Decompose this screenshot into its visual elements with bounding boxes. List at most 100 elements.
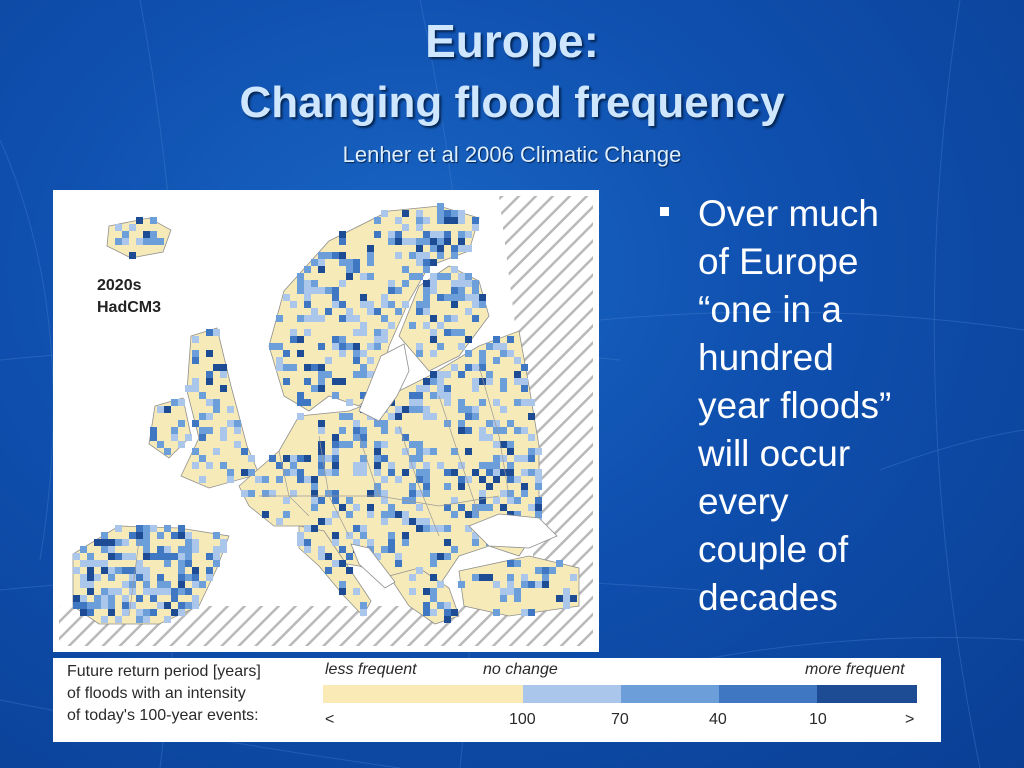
flood-frequency-cell [563,588,570,595]
flood-frequency-cell [185,574,192,581]
flood-frequency-cell [311,308,318,315]
flood-frequency-cell [199,581,206,588]
flood-frequency-cell [479,301,486,308]
flood-frequency-cell [388,469,395,476]
flood-frequency-cell [353,266,360,273]
flood-frequency-cell [374,490,381,497]
flood-frequency-cell [220,546,227,553]
flood-frequency-cell [458,287,465,294]
flood-frequency-cell [500,469,507,476]
bullet-text: Over much of Europe “one in a hundred ye… [698,190,958,622]
flood-frequency-cell [416,259,423,266]
flood-frequency-cell [556,560,563,567]
flood-frequency-cell [241,490,248,497]
flood-frequency-cell [227,469,234,476]
flood-frequency-cell [234,420,241,427]
flood-frequency-cell [395,413,402,420]
flood-frequency-cell [304,399,311,406]
flood-frequency-cell [472,301,479,308]
flood-frequency-cell [458,399,465,406]
flood-frequency-cell [395,560,402,567]
flood-frequency-cell [381,301,388,308]
flood-frequency-cell [199,434,206,441]
flood-frequency-cell [444,231,451,238]
flood-frequency-cell [521,378,528,385]
flood-frequency-cell [458,329,465,336]
flood-frequency-cell [556,595,563,602]
flood-frequency-cell [213,532,220,539]
flood-frequency-cell [493,581,500,588]
flood-frequency-cell [367,273,374,280]
legend-tick: 10 [809,711,827,728]
flood-frequency-cell [451,448,458,455]
flood-frequency-cell [416,343,423,350]
flood-frequency-cell [479,427,486,434]
flood-frequency-cell [339,378,346,385]
flood-frequency-cell [430,560,437,567]
flood-frequency-cell [486,434,493,441]
flood-frequency-cell [465,273,472,280]
flood-frequency-cell [493,609,500,616]
bullet-line: of Europe [698,241,859,282]
flood-frequency-cell [108,539,115,546]
flood-frequency-cell [444,469,451,476]
flood-frequency-cell [311,483,318,490]
flood-frequency-cell [143,238,150,245]
flood-frequency-cell [465,336,472,343]
bullet-line: every [698,481,789,522]
flood-frequency-cell [430,280,437,287]
flood-frequency-cell [353,357,360,364]
flood-frequency-cell [563,595,570,602]
flood-frequency-cell [374,448,381,455]
flood-frequency-cell [388,231,395,238]
flood-frequency-cell [192,546,199,553]
flood-frequency-cell [444,273,451,280]
slide-title-line1: Europe: [425,15,599,67]
flood-frequency-cell [276,476,283,483]
flood-frequency-cell [192,574,199,581]
flood-frequency-cell [451,546,458,553]
flood-frequency-cell [115,588,122,595]
flood-frequency-cell [437,378,444,385]
flood-frequency-cell [94,539,101,546]
flood-frequency-cell [122,581,129,588]
flood-frequency-cell [213,406,220,413]
flood-frequency-cell [346,413,353,420]
flood-frequency-cell [451,217,458,224]
flood-frequency-cell [80,574,87,581]
flood-frequency-cell [290,364,297,371]
flood-frequency-cell [283,511,290,518]
flood-frequency-cell [157,602,164,609]
map-period-label: 2020s [97,277,142,294]
flood-frequency-cell [493,497,500,504]
flood-frequency-cell [416,308,423,315]
flood-frequency-cell [416,455,423,462]
flood-frequency-cell [486,462,493,469]
flood-frequency-cell [388,539,395,546]
flood-frequency-cell [514,497,521,504]
flood-frequency-cell [395,308,402,315]
flood-frequency-cell [367,504,374,511]
flood-frequency-cell [150,525,157,532]
flood-frequency-cell [87,581,94,588]
flood-frequency-cell [150,595,157,602]
flood-frequency-cell [423,238,430,245]
flood-frequency-cell [521,399,528,406]
flood-frequency-cell [388,511,395,518]
flood-frequency-cell [437,245,444,252]
flood-frequency-cell [353,315,360,322]
flood-frequency-cell [493,427,500,434]
flood-frequency-cell [80,560,87,567]
flood-frequency-cell [493,462,500,469]
flood-frequency-cell [311,497,318,504]
flood-frequency-cell [178,581,185,588]
flood-frequency-cell [542,574,549,581]
flood-frequency-cell [108,602,115,609]
flood-frequency-cell [122,539,129,546]
bullet-line: decades [698,577,838,618]
flood-frequency-cell [227,476,234,483]
flood-frequency-cell [521,490,528,497]
flood-frequency-cell [423,588,430,595]
flood-frequency-cell [332,392,339,399]
flood-frequency-cell [381,294,388,301]
